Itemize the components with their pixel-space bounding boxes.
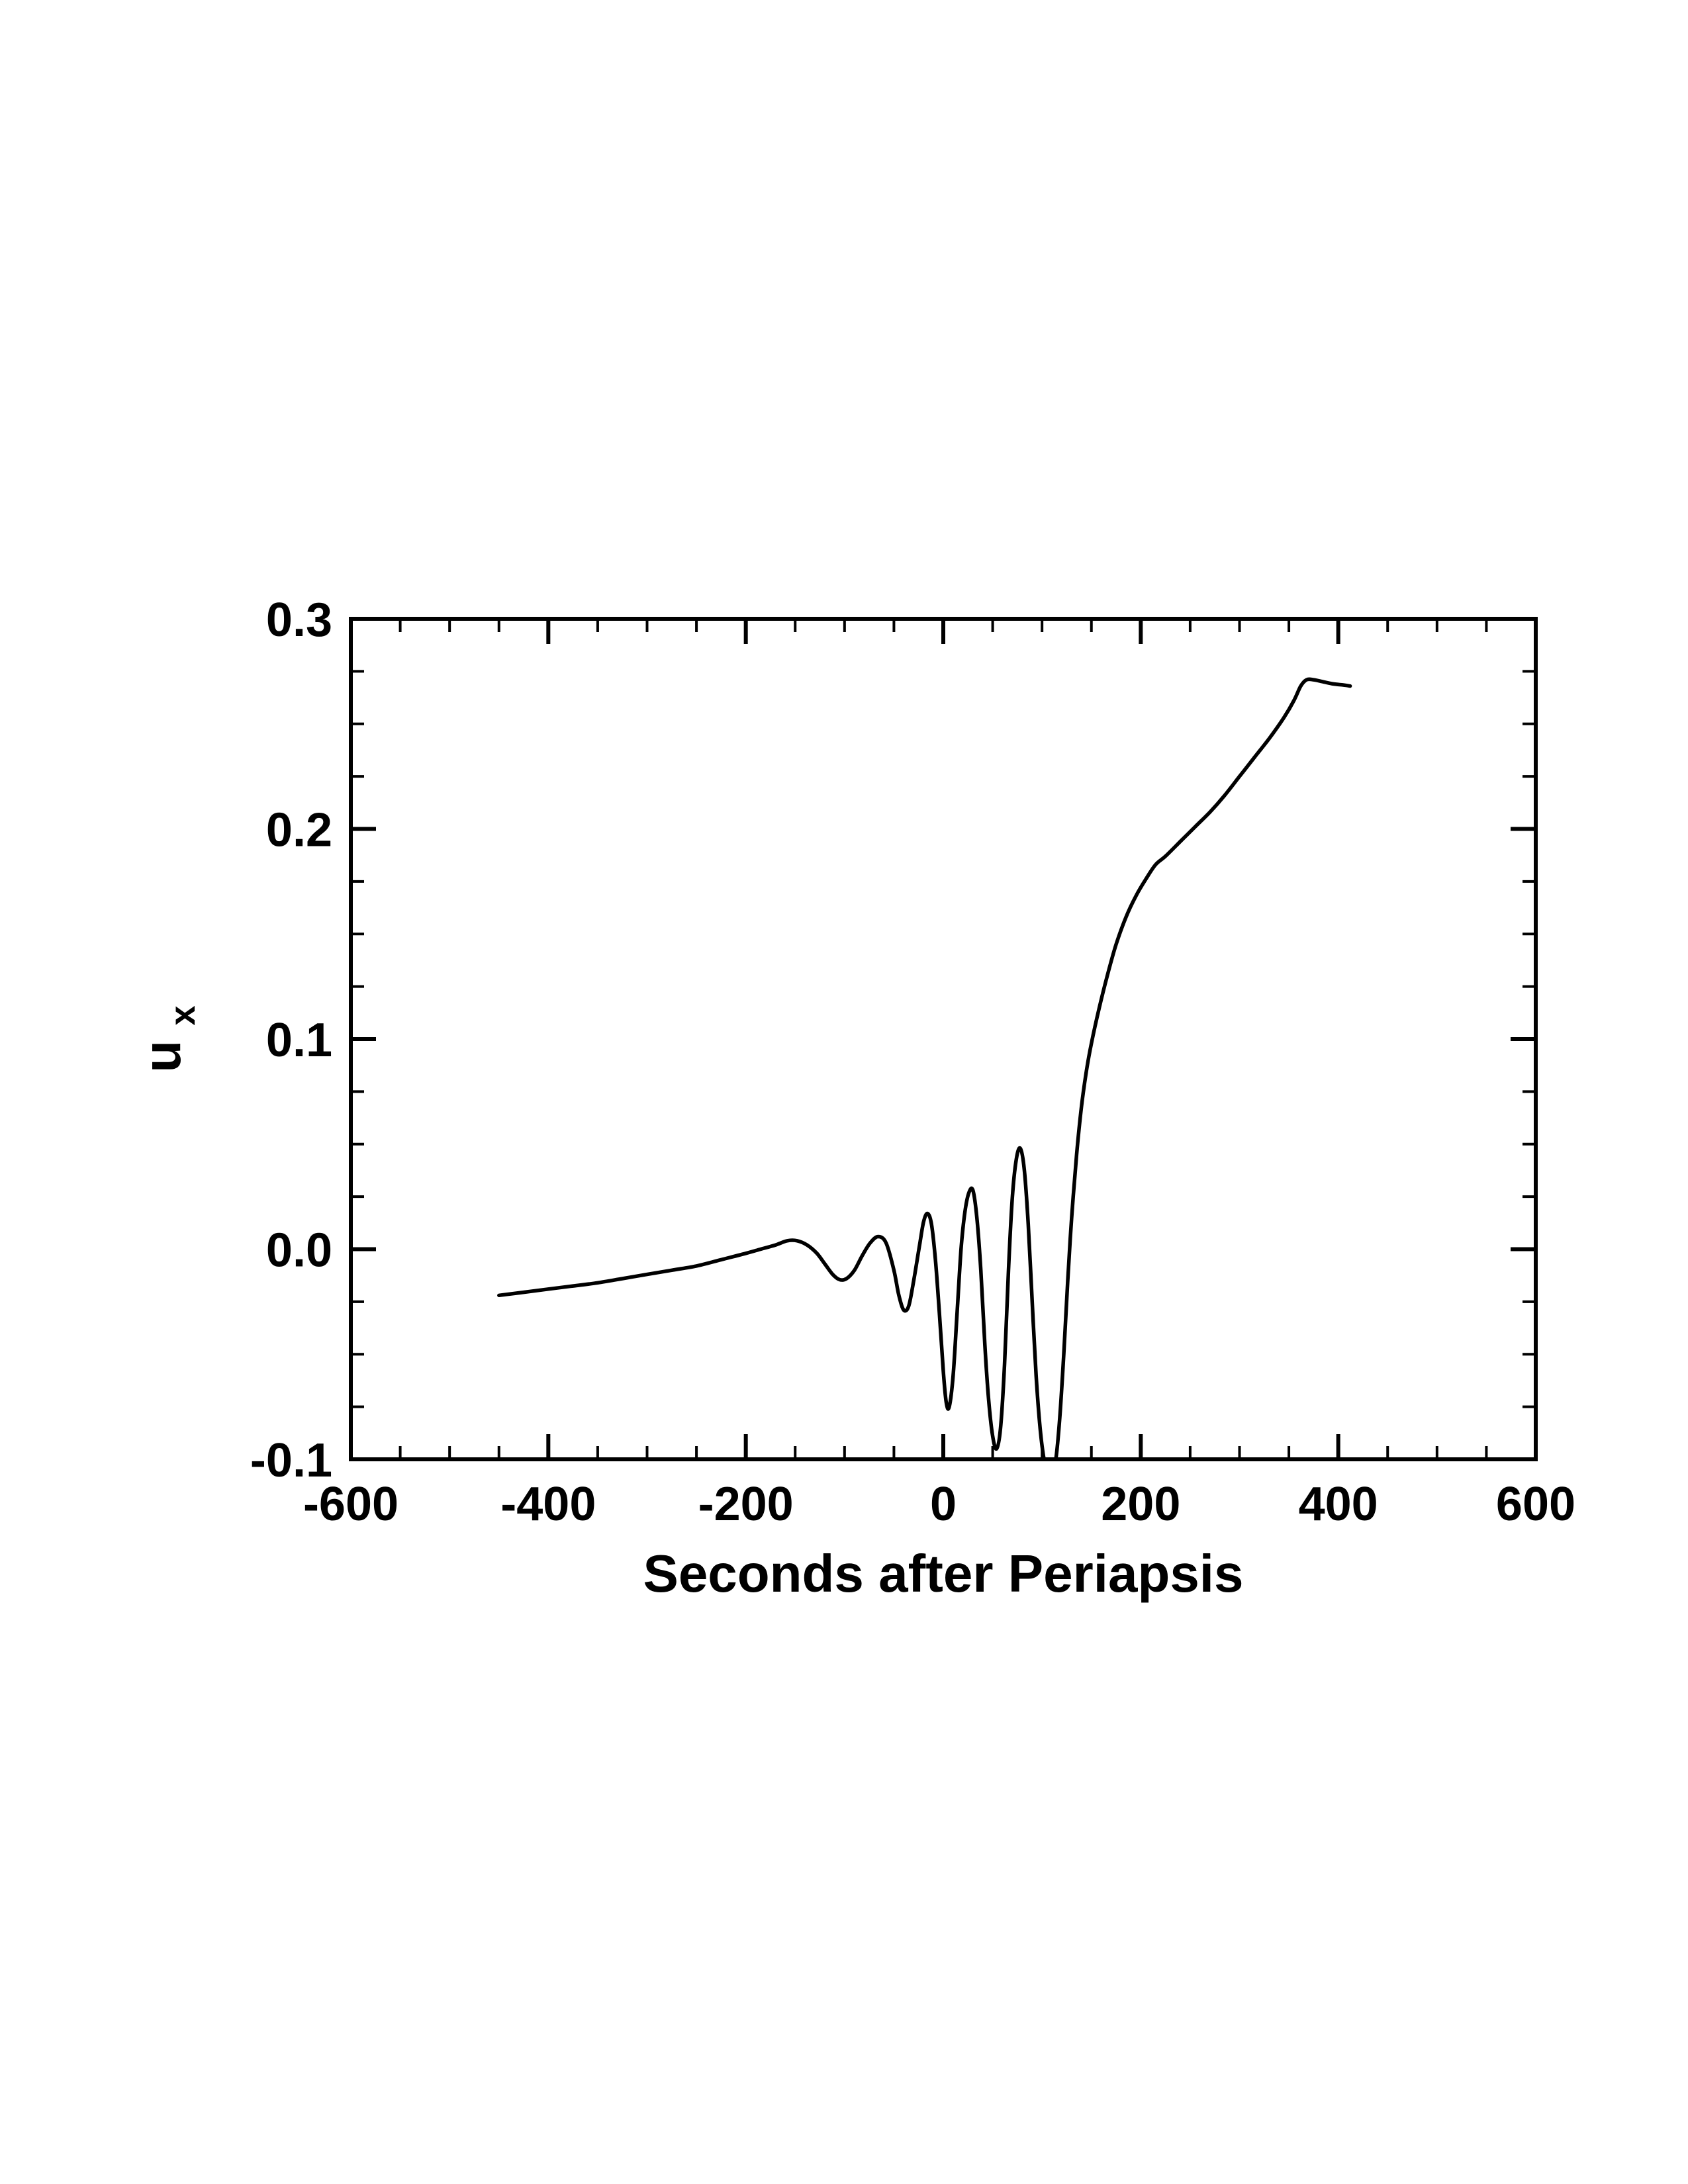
- y-axis-label-base: u: [132, 1040, 191, 1073]
- x-axis-label: Seconds after Periapsis: [643, 1544, 1243, 1603]
- plot-frame: [349, 617, 1538, 1461]
- y-tick-label: 0.2: [266, 804, 332, 857]
- y-axis-label-subscript: x: [163, 1005, 203, 1025]
- data-curve: [497, 677, 1352, 1459]
- x-tick-label: -200: [698, 1478, 794, 1531]
- x-tick-label: 0: [930, 1478, 957, 1531]
- x-tick-label: -600: [303, 1478, 399, 1531]
- y-tick-label: 0.3: [266, 594, 332, 647]
- x-tick-label: 600: [1496, 1478, 1575, 1531]
- y-tick-label: -0.1: [250, 1434, 332, 1487]
- x-tick-label: -400: [500, 1478, 596, 1531]
- y-tick-label: 0.0: [266, 1224, 332, 1277]
- y-tick-label: 0.1: [266, 1014, 332, 1067]
- x-tick-label: 400: [1299, 1478, 1378, 1531]
- y-axis-label: u x: [132, 1005, 203, 1072]
- axis-tick-labels: -600 -400 -200 0 200 400 600 -0.1 0.0 0.1 0.2 0.3: [250, 594, 1575, 1531]
- x-tick-label: 200: [1101, 1478, 1180, 1531]
- axis-ticks: [349, 617, 1538, 1461]
